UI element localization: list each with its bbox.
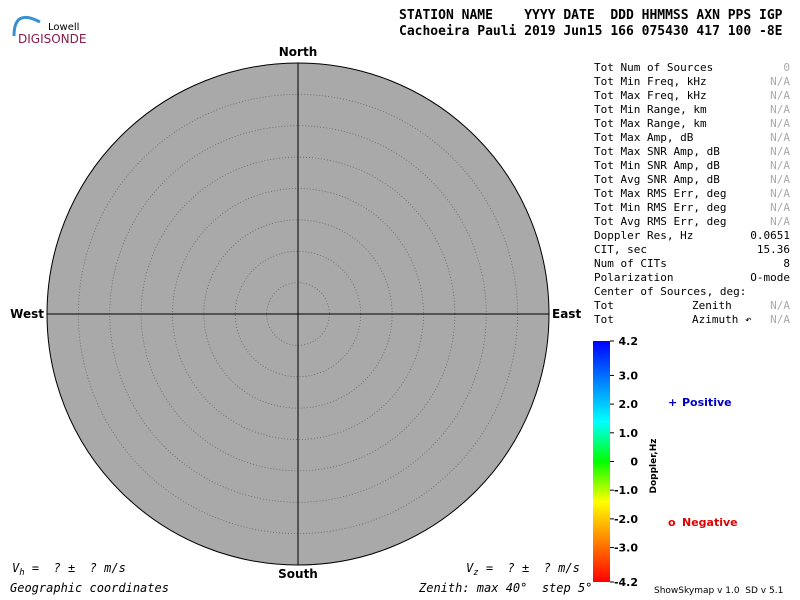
stat-value: O-mode [750,271,790,284]
stat-label: Num of CITs [594,257,667,270]
stat-label: Tot Min Freq, kHz [594,75,707,88]
colorbar-tick-label: -3.0 [614,542,638,555]
legend-symbol: o [668,516,676,529]
velocity-h: Vh = ? ± ? m/s [12,561,126,578]
stat-value: N/A [770,215,790,228]
stat-sublabel: Azimuth ↶ [692,313,752,326]
velocity-sub: z [473,568,478,578]
stat-sublabel: Zenith [692,299,732,312]
stat-label: Tot [594,313,614,326]
velocity-symbol: V [12,561,20,575]
stat-value: N/A [770,145,790,158]
colorbar-tick-label: 4.2 [619,335,639,348]
stat-label: CIT, sec [594,243,647,256]
colorbar-tick-label: 0 [630,456,638,469]
stat-value: 0.0651 [750,229,790,242]
stat-label: Tot Avg SNR Amp, dB [594,173,720,186]
direction-label: South [278,567,318,581]
stat-value: N/A [770,159,790,172]
stat-value: 0 [783,61,790,74]
stat-label: Tot Max Freq, kHz [594,89,707,102]
stat-label: Tot Avg RMS Err, deg [594,215,726,228]
stat-value: N/A [770,75,790,88]
colorbar-tick-label: 3.0 [619,369,639,382]
velocity-z: Vz = ? ± ? m/s [466,561,580,578]
stat-label: Tot Min SNR Amp, dB [594,159,720,172]
coordinates-note: Geographic coordinates [10,581,169,595]
colorbar-label: Doppler,Hz [649,438,659,493]
stat-value: N/A [770,103,790,116]
colorbar-tick-label: -4.2 [614,576,638,589]
version: ShowSkymap v 1.0 SD v 5.1 [654,586,783,596]
direction-label: North [279,45,317,59]
stat-label: Tot [594,299,614,312]
velocity-text: = ? ± ? m/s [479,561,580,575]
direction-label: West [10,307,44,321]
velocity-text: = ? ± ? m/s [25,561,126,575]
velocity-symbol: V [466,561,474,575]
stat-value: N/A [770,299,790,312]
legend-symbol: + [668,396,677,409]
colorbar-tick-label: 1.0 [619,427,639,440]
colorbar-tick-label: -2.0 [614,513,638,526]
zenith-note: Zenith: max 40° step 5° [418,581,592,595]
stat-label: Tot Num of Sources [594,61,713,74]
stat-label: Tot Min Range, km [594,103,707,116]
stat-label: Tot Max SNR Amp, dB [594,145,720,158]
stat-value: N/A [770,117,790,130]
stat-label: Tot Max Range, km [594,117,707,130]
logo-bottom: DIGISONDE [18,32,86,46]
colorbar [593,341,610,582]
stat-label: Tot Max Amp, dB [594,131,694,144]
legend-label: Negative [682,516,738,529]
velocity-sub: h [19,568,24,578]
header-line: STATION NAME YYYY DATE DDD HHMMSS AXN PP… [399,8,783,23]
stat-value: N/A [770,187,790,200]
colorbar-tick-label: -1.0 [614,484,638,497]
logo-top: Lowell [48,22,79,33]
stat-value: 8 [783,257,790,270]
stat-value: N/A [770,173,790,186]
stat-label: Tot Max RMS Err, deg [594,187,726,200]
logo-arc [12,15,41,37]
stat-value: N/A [770,201,790,214]
stat-label: Polarization [594,271,673,284]
stat-label: Tot Min RMS Err, deg [594,201,726,214]
stat-value: N/A [770,131,790,144]
header-line: Cachoeira Pauli 2019 Jun15 166 075430 41… [399,24,783,39]
stat-label: Center of Sources, deg: [594,285,746,298]
legend-label: Positive [682,396,732,409]
stat-value: N/A [770,89,790,102]
stat-value: 15.36 [757,243,790,256]
stat-value: N/A [770,313,790,326]
stat-label: Doppler Res, Hz [594,229,693,242]
colorbar-tick-label: 2.0 [619,398,639,411]
direction-label: East [552,307,581,321]
